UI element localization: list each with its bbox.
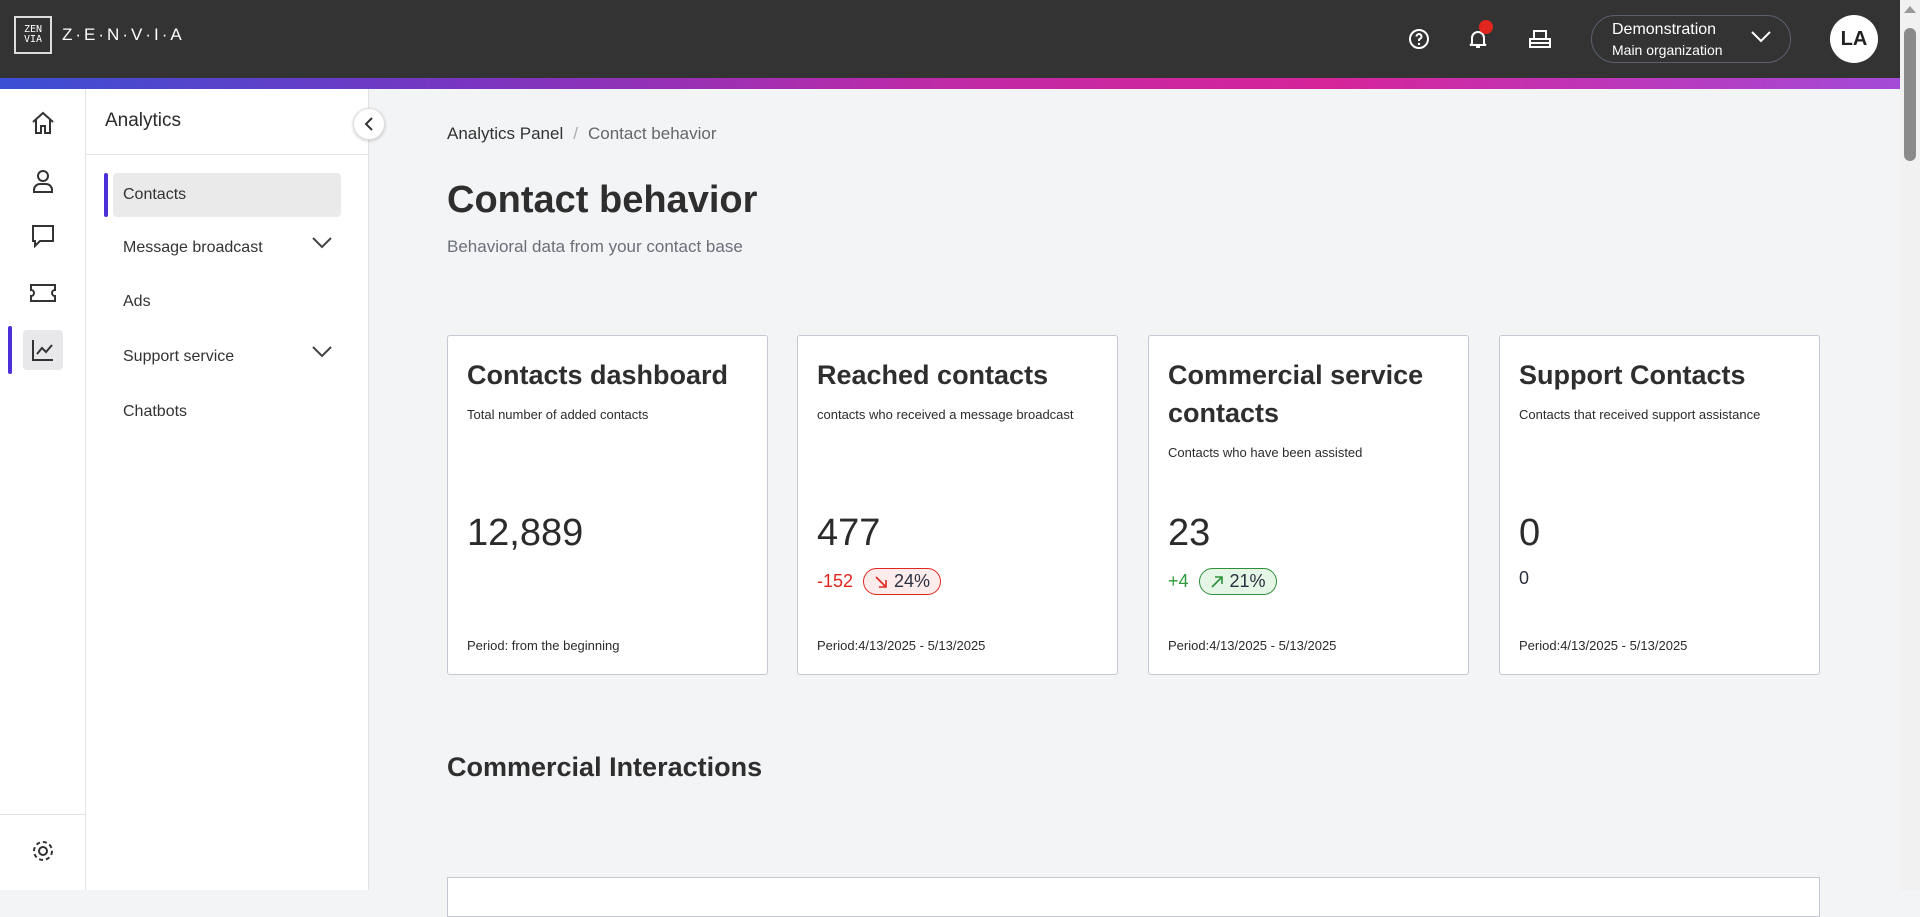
zenvia-logo[interactable]: ZEN VIA Z·E·N·V·I·A <box>14 16 185 54</box>
home-icon[interactable] <box>23 103 63 143</box>
logo-text: Z·E·N·V·I·A <box>62 25 185 44</box>
sidebar-item-message-broadcast[interactable]: Message broadcast <box>113 226 341 270</box>
card-delta: -152 24% <box>817 568 942 595</box>
delta-value: 0 <box>1519 568 1530 588</box>
chevron-down-icon <box>311 236 333 255</box>
sidebar-item-support-service[interactable]: Support service <box>113 335 341 379</box>
sidebar-item-contacts[interactable]: Contacts <box>113 173 341 217</box>
page-subtitle: Behavioral data from your contact base <box>447 237 743 256</box>
card-value: 23 <box>1168 512 1211 554</box>
chat-icon[interactable] <box>23 216 63 256</box>
card-title: Reached contacts <box>817 360 1049 390</box>
commercial-service-contacts-card: Commercial service contacts Contacts who… <box>1148 335 1469 675</box>
org-name: Demonstration <box>1612 21 1717 38</box>
section-title: Commercial Interactions <box>447 752 763 782</box>
reached-contacts-card: Reached contacts contacts who received a… <box>797 335 1118 675</box>
scrollbar-thumb[interactable] <box>1904 28 1916 161</box>
card-description: contacts who received a message broadcas… <box>817 407 1074 422</box>
card-title: Contacts dashboard <box>467 360 729 390</box>
page-scrollbar[interactable] <box>1900 0 1920 890</box>
breadcrumb-separator: / <box>573 124 578 143</box>
arrow-up-right-icon <box>1210 575 1223 588</box>
card-period: Period: from the beginning <box>467 638 620 653</box>
ticket-icon[interactable] <box>23 273 63 313</box>
card-delta: +4 21% <box>1168 568 1277 595</box>
sidebar-item-label: Message broadcast <box>123 239 263 256</box>
rail-divider <box>0 814 86 815</box>
user-icon[interactable] <box>23 161 63 201</box>
card-period: Period:4/13/2025 - 5/13/2025 <box>1168 638 1337 653</box>
card-title: Support Contacts <box>1519 360 1746 390</box>
percent-change-badge: 21% <box>1198 568 1277 595</box>
sidebar-item-label: Ads <box>123 293 151 310</box>
card-delta: 0 <box>1519 568 1529 589</box>
card-period: Period:4/13/2025 - 5/13/2025 <box>1519 638 1688 653</box>
percent-change-badge: 24% <box>863 568 942 595</box>
card-value: 477 <box>817 512 881 554</box>
inbox-tray-icon[interactable] <box>1525 24 1555 54</box>
support-contacts-card: Support Contacts Contacts that received … <box>1499 335 1820 675</box>
sidebar-divider <box>86 154 369 155</box>
commercial-interactions-card <box>447 877 1820 917</box>
main-content: Analytics Panel / Contact behavior Contact… <box>369 89 1900 917</box>
card-description: Total number of added contacts <box>467 407 649 422</box>
organization-selector[interactable]: Demonstration Main organization <box>1591 15 1791 63</box>
card-period: Period:4/13/2025 - 5/13/2025 <box>817 638 986 653</box>
sidebar-item-label: Chatbots <box>123 403 188 420</box>
breadcrumb-current: Contact behavior <box>587 124 717 143</box>
active-indicator <box>8 326 12 374</box>
icon-rail <box>0 89 86 890</box>
chevron-left-icon <box>364 117 373 131</box>
analytics-sidebar: Analytics Contacts Message broadcast Ads… <box>86 89 369 890</box>
chevron-down-icon <box>1750 28 1772 49</box>
breadcrumb: Analytics Panel / Contact behavior <box>447 124 717 144</box>
sidebar-item-label: Contacts <box>123 186 187 203</box>
notifications-bell-icon[interactable] <box>1463 20 1493 54</box>
logo-mark: ZEN VIA <box>14 16 52 54</box>
sidebar-item-ads[interactable]: Ads <box>113 280 341 324</box>
help-icon[interactable] <box>1404 24 1434 54</box>
sidebar-title: Analytics <box>105 110 182 131</box>
user-avatar[interactable]: LA <box>1830 15 1878 63</box>
brand-gradient-bar <box>0 78 1900 89</box>
active-indicator <box>104 173 108 217</box>
percent-value: 24% <box>894 571 931 591</box>
top-bar: ZEN VIA Z·E·N·V·I·A Demonstration Main or… <box>0 0 1900 78</box>
scroll-up-arrow[interactable] <box>1904 6 1916 13</box>
page-title: Contact behavior <box>447 179 758 221</box>
collapse-sidebar-button[interactable] <box>353 108 385 140</box>
chevron-down-icon <box>311 345 333 364</box>
sidebar-item-label: Support service <box>123 348 235 365</box>
card-value: 0 <box>1519 512 1541 554</box>
arrow-down-right-icon <box>875 575 887 588</box>
contacts-dashboard-card: Contacts dashboard Total number of added… <box>447 335 768 675</box>
breadcrumb-parent[interactable]: Analytics Panel <box>447 124 564 143</box>
sidebar-item-chatbots[interactable]: Chatbots <box>113 390 341 434</box>
delta-value: -152 <box>817 571 854 591</box>
gear-icon[interactable] <box>23 831 63 871</box>
org-subtitle: Main organization <box>1612 42 1723 58</box>
analytics-icon[interactable] <box>23 330 63 370</box>
card-value: 12,889 <box>467 512 584 554</box>
card-title: Commercial service contacts <box>1168 360 1424 428</box>
percent-value: 21% <box>1229 571 1266 591</box>
delta-value: +4 <box>1168 571 1189 591</box>
notification-dot <box>1479 20 1493 34</box>
card-description: Contacts that received support assistanc… <box>1519 407 1761 422</box>
card-description: Contacts who have been assisted <box>1168 445 1363 460</box>
